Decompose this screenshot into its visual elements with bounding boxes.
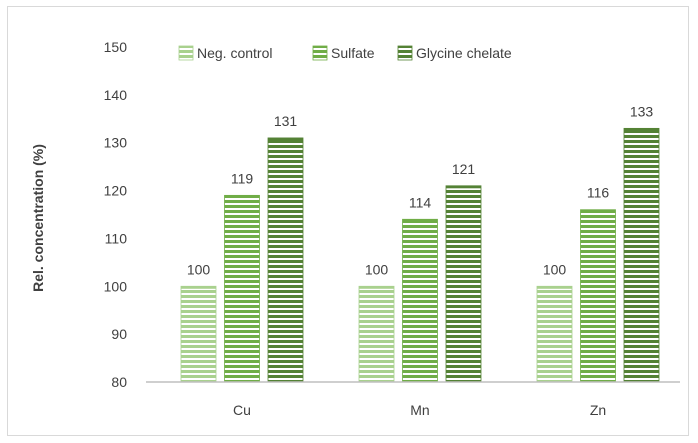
x-tick-label: Mn xyxy=(410,402,429,418)
legend-swatch xyxy=(397,45,413,61)
bar-mn-glycine-chelate xyxy=(445,185,482,383)
bar-zn-sulfate xyxy=(580,209,616,383)
y-axis-label: Rel. concentration (%) xyxy=(30,144,46,292)
bar-top-edge xyxy=(224,195,260,198)
bar-top-edge xyxy=(624,128,659,131)
data-label: 114 xyxy=(409,194,432,210)
legend-swatch xyxy=(312,45,328,61)
data-label: 121 xyxy=(452,161,476,177)
bar-zn-glycine-chelate xyxy=(623,127,660,383)
x-axis: Cu Mn Zn xyxy=(233,402,606,418)
bar-top-edge xyxy=(359,286,394,289)
y-tick-label: 110 xyxy=(105,230,128,246)
bar-top-edge xyxy=(181,286,216,289)
y-tick-label: 130 xyxy=(104,135,128,151)
y-tick-label: 100 xyxy=(104,278,128,294)
y-tick-label: 90 xyxy=(111,326,127,342)
chart-frame xyxy=(7,6,689,436)
legend: Neg. control Sulfate Glycine chelate xyxy=(178,45,512,61)
y-tick-label: 80 xyxy=(111,374,127,390)
x-tick-label: Cu xyxy=(233,402,251,418)
bar-top-edge xyxy=(446,185,481,189)
legend-label: Neg. control xyxy=(197,45,272,61)
y-tick-label: 140 xyxy=(104,87,128,103)
y-tick-label: 150 xyxy=(104,39,128,55)
legend-swatch xyxy=(178,45,194,61)
bar-cu-neg-control xyxy=(180,285,217,383)
bar-top-edge xyxy=(268,137,303,141)
y-axis: 80 90 100 110 120 130 140 150 xyxy=(104,39,128,390)
bar-top-edge xyxy=(537,286,572,289)
bar-mn-sulfate xyxy=(402,218,438,383)
legend-label: Sulfate xyxy=(331,45,375,61)
data-label: 100 xyxy=(187,261,211,277)
bar-top-edge xyxy=(402,219,438,222)
data-label: 100 xyxy=(543,261,567,277)
data-label: 133 xyxy=(630,103,654,119)
x-tick-label: Zn xyxy=(590,402,606,418)
bar-cu-sulfate xyxy=(224,194,260,383)
data-label: 131 xyxy=(274,113,298,129)
data-label: 100 xyxy=(365,261,389,277)
data-label: 119 xyxy=(231,170,254,186)
y-tick-label: 120 xyxy=(104,183,128,199)
data-label: 116 xyxy=(587,185,610,201)
bar-mn-neg-control xyxy=(358,285,395,383)
bar-cu-glycine-chelate xyxy=(267,137,304,383)
bar-top-edge xyxy=(580,209,616,213)
bars: 100 119 131 100 114 121 100 116 133 xyxy=(180,103,660,383)
legend-label: Glycine chelate xyxy=(416,45,512,61)
bar-zn-neg-control xyxy=(536,285,573,383)
